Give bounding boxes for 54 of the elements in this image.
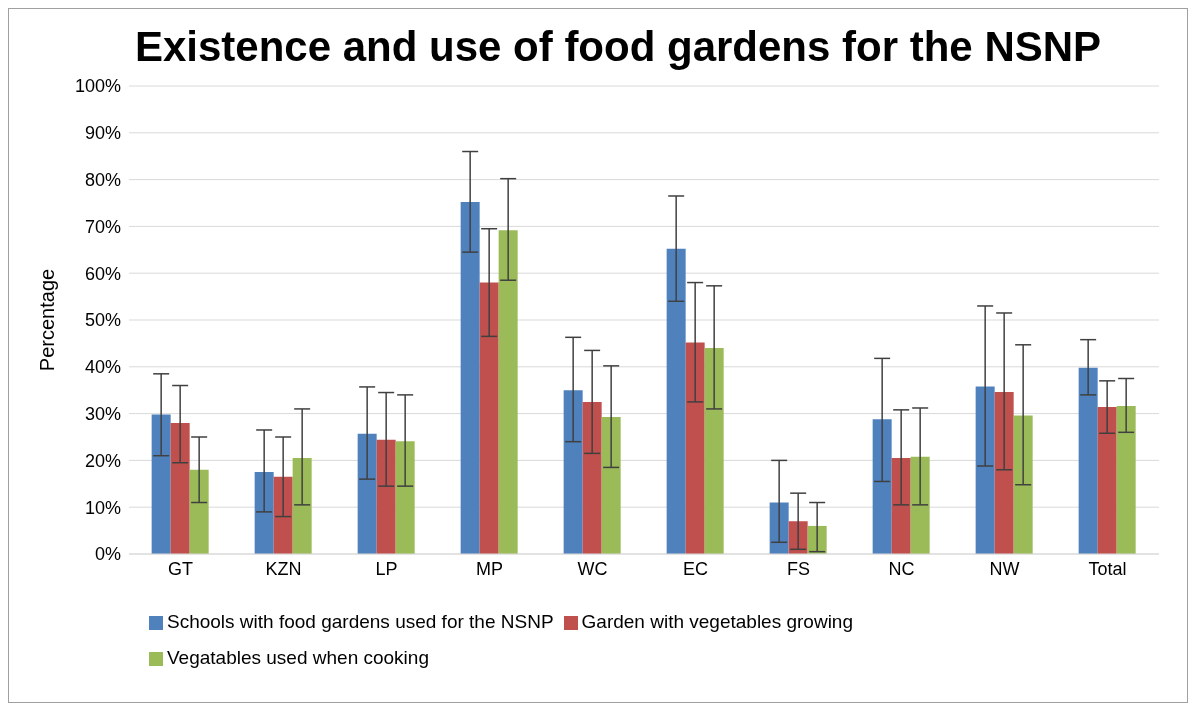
- bar: [704, 348, 724, 554]
- bar: [189, 469, 209, 554]
- y-tick-label: 90%: [84, 123, 121, 144]
- bar: [498, 230, 518, 554]
- bar: [1097, 407, 1117, 554]
- legend-label: Vegatables used when cooking: [167, 647, 429, 668]
- x-tick-label: NC: [888, 558, 915, 579]
- y-tick-label: 80%: [84, 169, 121, 190]
- y-tick-label: 0%: [94, 544, 121, 565]
- y-tick-label: 70%: [84, 216, 121, 237]
- bar: [910, 456, 930, 554]
- x-tick-label: WC: [577, 558, 608, 579]
- y-tick-label: 30%: [84, 403, 121, 424]
- bar: [975, 386, 995, 554]
- y-tick-label: 20%: [84, 450, 121, 471]
- x-tick-label: EC: [682, 558, 709, 579]
- bar: [151, 414, 171, 554]
- bar: [891, 458, 911, 554]
- bar: [395, 441, 415, 554]
- bar: [601, 416, 621, 554]
- x-tick-label: MP: [476, 558, 503, 579]
- bar: [769, 502, 789, 554]
- legend-label: Schools with food gardens used for the NSNP: [167, 611, 554, 632]
- y-tick-label: 40%: [84, 357, 121, 378]
- bar: [1116, 406, 1136, 554]
- bar: [994, 392, 1014, 554]
- x-tick-label: FS: [786, 558, 811, 579]
- bar: [1013, 415, 1033, 554]
- y-tick-label: 50%: [84, 310, 121, 331]
- x-tick-label: Total: [1088, 558, 1127, 579]
- bar: [357, 433, 377, 554]
- bar: [479, 282, 499, 554]
- y-tick-label: 60%: [84, 263, 121, 284]
- bar: [254, 472, 274, 554]
- bar: [563, 390, 583, 554]
- bar: [582, 401, 602, 554]
- x-tick-label: KZN: [265, 558, 302, 579]
- bar: [376, 439, 396, 554]
- bar: [685, 342, 705, 554]
- bar: [460, 202, 480, 554]
- bar: [170, 422, 190, 554]
- x-tick-label: NW: [989, 558, 1020, 579]
- bar: [292, 458, 312, 554]
- y-axis-title: Percentage: [36, 268, 59, 372]
- bar: [666, 248, 686, 554]
- chart-title: Existence and use of food gardens for the NSNP: [133, 23, 1103, 71]
- bar: [273, 476, 293, 554]
- y-tick-label: 10%: [84, 497, 121, 518]
- y-tick-label: 100%: [74, 76, 121, 97]
- bar: [1078, 367, 1098, 554]
- legend-label: Garden with vegetables growing: [581, 611, 853, 632]
- x-tick-label: GT: [168, 558, 193, 579]
- bar: [872, 419, 892, 554]
- x-tick-label: LP: [375, 558, 398, 579]
